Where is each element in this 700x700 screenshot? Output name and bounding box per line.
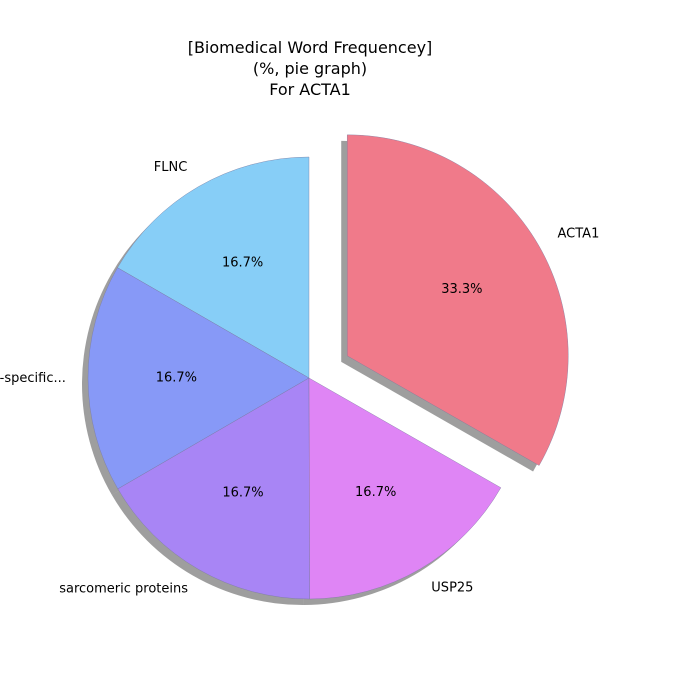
chart-title-line-3: For ACTA1: [269, 80, 351, 99]
chart-title-line-1: [Biomedical Word Frequencey]: [188, 38, 433, 57]
pie-slice-flnc: [117, 156, 310, 379]
chart-title-line-2: (%, pie graph): [253, 59, 367, 78]
slice-label-ubiquitin-specific: ubiquitin-specific...: [0, 371, 66, 386]
pie-slice-sarcomeric-proteins: [117, 377, 310, 600]
percent-label-ubiquitin-specific: 16.7%: [156, 371, 197, 386]
slice-label-usp25: USP25: [431, 581, 473, 596]
pie-slices: [87, 134, 569, 600]
percent-label-sarcomeric-proteins: 16.7%: [222, 486, 263, 501]
pie-labels: FLNC 16.7% ubiquitin-specific... 16.7% sarco…: [0, 160, 599, 596]
slice-label-flnc: FLNC: [154, 160, 188, 175]
percent-label-flnc: 16.7%: [222, 256, 263, 271]
pie-slice-ubiquitin-specific: [87, 267, 310, 490]
percent-label-acta1: 33.3%: [441, 282, 482, 297]
pie-slice-usp25: [308, 377, 502, 600]
slice-label-acta1: ACTA1: [558, 226, 600, 241]
slice-label-sarcomeric-proteins: sarcomeric proteins: [59, 581, 188, 596]
percent-label-usp25: 16.7%: [355, 485, 396, 500]
pie-slice-acta1: [347, 134, 569, 466]
